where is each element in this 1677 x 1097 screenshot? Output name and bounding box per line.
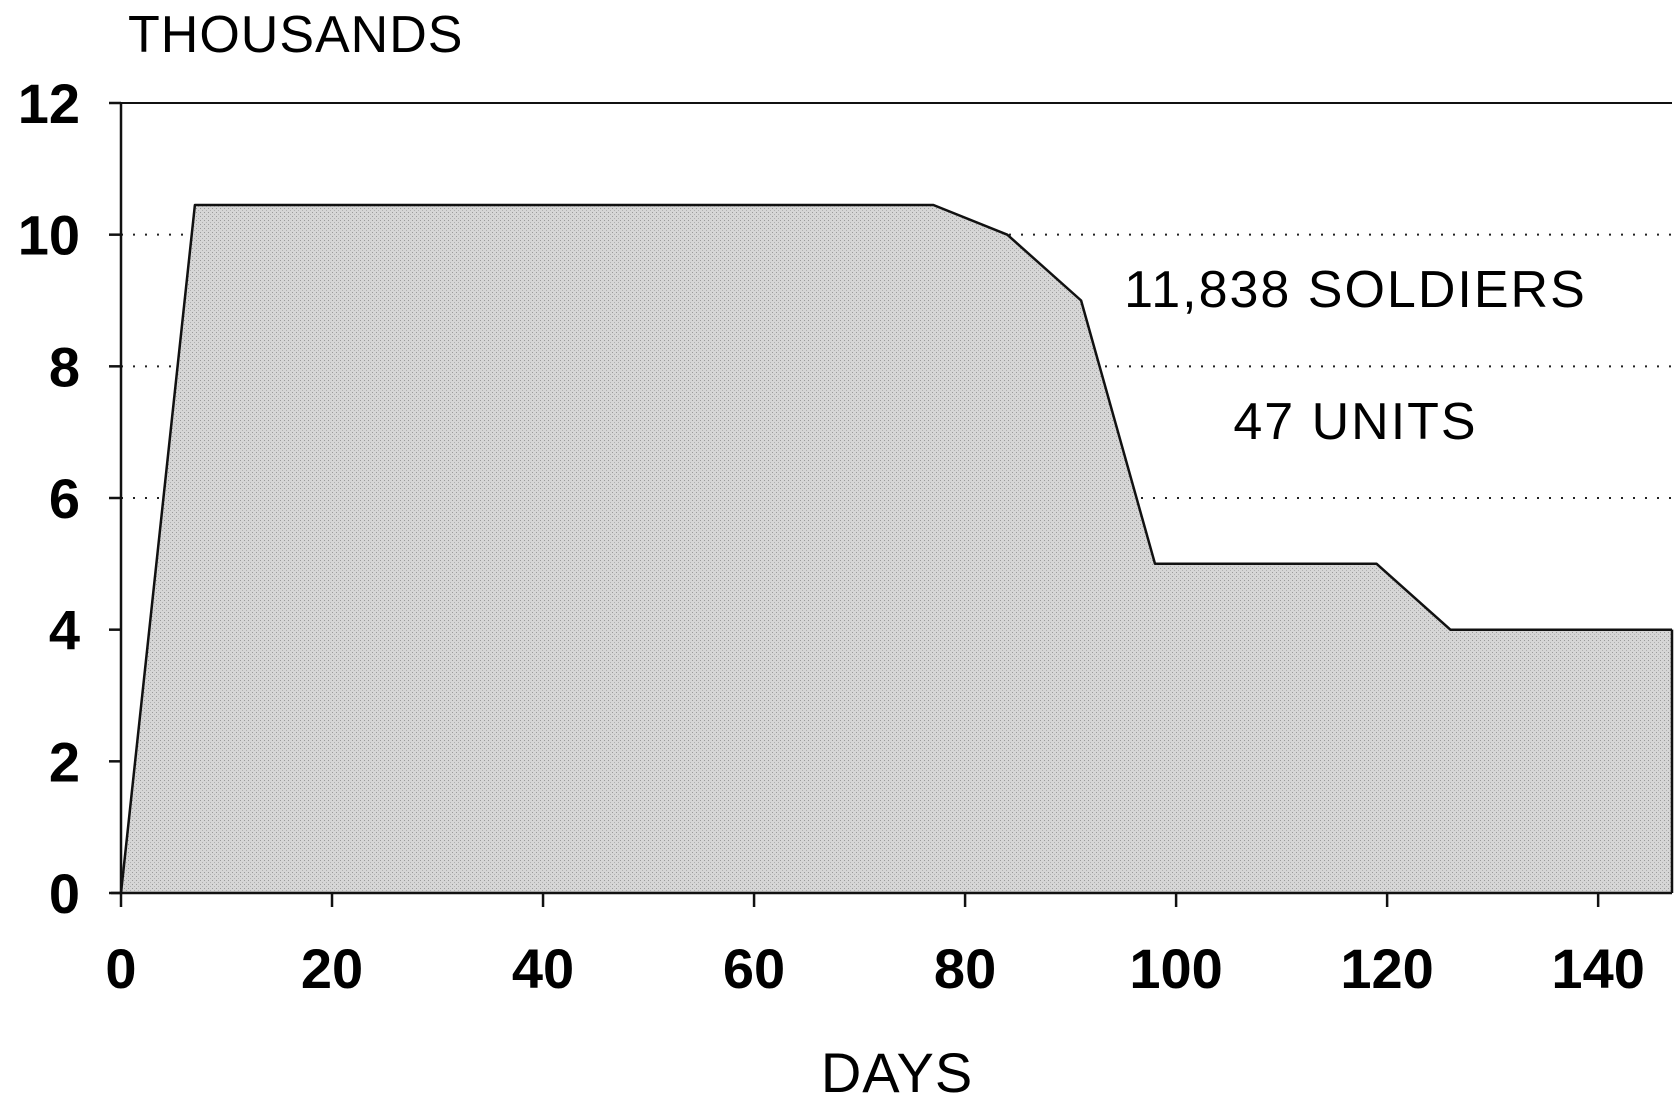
x-tick-labels: 0 20 40 60 80 100 120 140 — [105, 893, 1645, 1000]
annotation-soldiers: 11,838 SOLDIERS — [1124, 261, 1587, 319]
x-tick-label-0: 0 — [105, 937, 136, 1000]
y-tick-label-6: 6 — [49, 467, 80, 530]
x-tick-label-140: 140 — [1551, 937, 1644, 1000]
x-axis-title: DAYS — [821, 1041, 973, 1097]
x-tick-label-40: 40 — [512, 937, 574, 1000]
annotation-units: 47 UNITS — [1233, 393, 1477, 451]
x-tick-label-100: 100 — [1129, 937, 1222, 1000]
y-tick-label-8: 8 — [49, 335, 80, 398]
x-tick-label-120: 120 — [1340, 937, 1433, 1000]
y-tick-label-4: 4 — [49, 599, 80, 662]
y-tick-labels: 0 2 4 6 8 10 12 — [18, 72, 121, 925]
x-tick-label-60: 60 — [723, 937, 785, 1000]
x-tick-label-80: 80 — [934, 937, 996, 1000]
area-fill — [121, 205, 1672, 893]
y-axis-title: THOUSANDS — [128, 6, 463, 64]
y-tick-label-0: 0 — [49, 862, 80, 925]
y-tick-label-10: 10 — [18, 204, 80, 267]
x-tick-label-20: 20 — [301, 937, 363, 1000]
series-line — [119, 203, 1672, 894]
y-tick-label-2: 2 — [49, 730, 80, 793]
y-tick-label-12: 12 — [18, 72, 80, 135]
